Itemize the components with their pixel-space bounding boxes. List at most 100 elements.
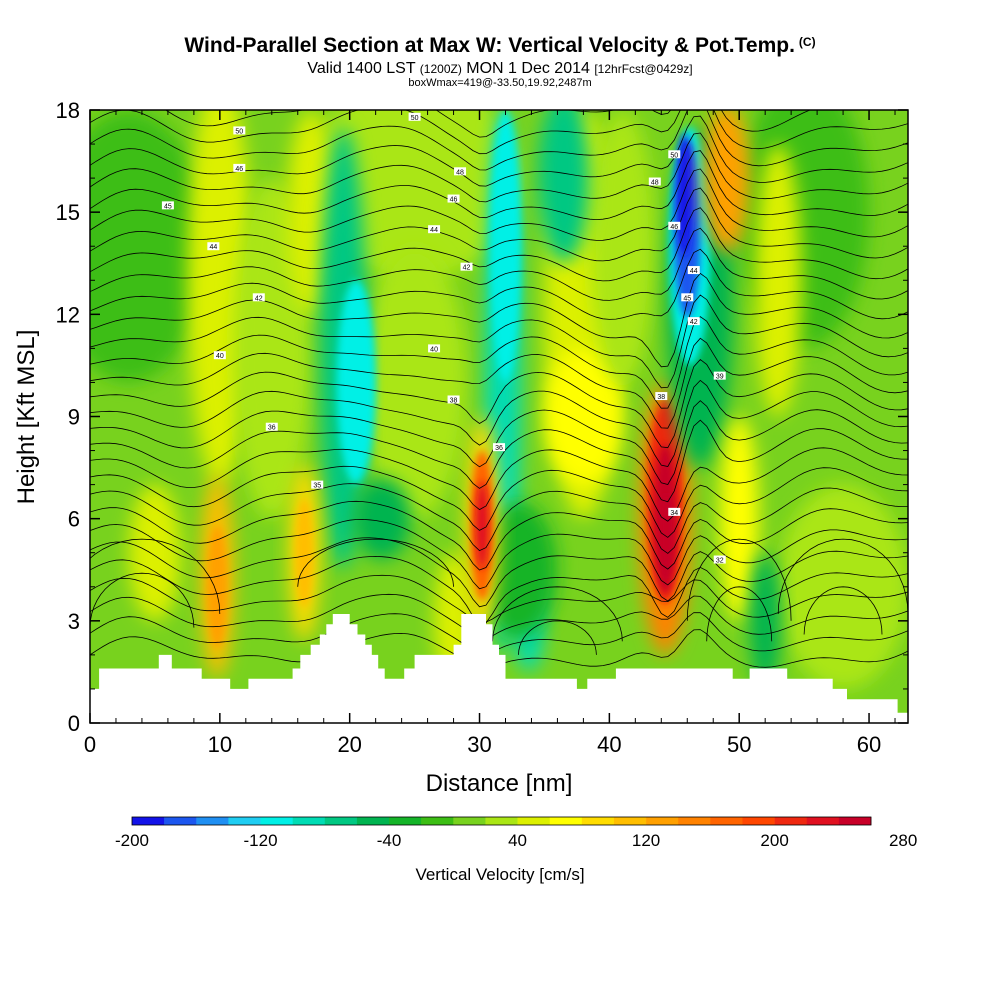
x-tick-label: 20 [337,732,361,757]
isentrope-label: 45 [681,293,694,302]
terrain-mask [90,614,908,723]
updraft-cell-38 [719,416,759,621]
isentrope-label-box [493,443,505,452]
updraft-cell-6 [362,246,467,519]
isentrope-label-text: 34 [670,510,678,517]
downdraft-cell-35 [676,133,693,257]
isentrope-label: 46 [233,163,246,173]
isentrope-label-text: 44 [430,227,438,234]
isentrope-label-box [668,150,681,159]
isentrope-line [90,110,908,171]
y-tick-label: 3 [68,609,80,634]
isentrope-line [90,447,908,522]
isentrope-label-box [454,167,467,176]
colorbar-swatch [517,817,550,825]
isentrope-label-text: 35 [313,483,321,490]
colorbar-swatch [742,817,775,825]
x-tick-label: 0 [84,732,96,757]
colorbar-label: Vertical Velocity [cm/s] [415,865,584,884]
colorbar-tick-label: 200 [760,831,788,850]
low-level-contour [777,538,908,615]
isentrope-label: 39 [713,371,726,381]
isentrope-line [90,294,908,389]
isentrope-label-text: 46 [450,197,458,204]
isentrope-label: 42 [252,293,265,302]
isentrope-label: 48 [648,177,661,187]
isentrope-label-text: 40 [430,346,438,353]
isentrope-label-text: 32 [716,558,724,565]
isentrope-label: 42 [460,262,473,272]
isentrope-label: 40 [213,351,226,360]
isentrope-line [90,168,908,241]
isentrope-line [90,248,908,320]
isentrope-label: 50 [668,150,681,159]
updraft-cell-22 [295,498,314,608]
isentrope-label-box [428,225,441,234]
isentrope-label-box [460,262,473,271]
isentrope-line [90,379,908,467]
isentrope-label-text: 50 [235,128,243,135]
isentrope-line [90,359,908,449]
isentrope-label-box [681,293,694,302]
x-tick-label: 30 [467,732,491,757]
isentrope-line [90,500,908,571]
y-tick-label: 6 [68,507,80,532]
isentrope-label-text: 42 [463,265,471,272]
colorbar-tick-label: 120 [632,831,660,850]
colorbar-swatch [613,817,647,825]
colorbar-swatch [806,817,840,825]
updraft-cell-9 [589,110,655,383]
isentrope-label: 50 [233,126,246,135]
colorbar-swatch [549,817,583,825]
colorbar-swatch [581,817,615,825]
isentrope-line [90,593,908,640]
downdraft-cell-0 [90,110,207,383]
isentrope-label-box [668,221,681,230]
x-tick-label: 50 [727,732,751,757]
isentrope-label-box [648,177,661,186]
colorbar-swatch [356,817,390,825]
isentrope-label-text: 38 [450,397,458,404]
isentrope-label-box [655,392,668,401]
isentrope-label-box [233,163,246,172]
isentrope-label: 46 [668,221,681,231]
colorbar: -200 -120 -40 40 120 200 280 [115,816,917,850]
isentrope-label-text: 45 [164,203,172,210]
isentrope-line [164,110,812,138]
updraft-cell-23 [128,484,181,621]
y-tick-label: 18 [56,98,80,123]
isentrope-label-text: 50 [670,152,678,159]
chart-subtitle: Valid 1400 LST (1200Z) MON 1 Dec 2014 [1… [0,60,1000,78]
chart-title: Wind-Parallel Section at Max W: Vertical… [184,34,816,57]
isentrope-label: 45 [161,201,174,210]
isentrope-contours [90,110,908,671]
isentrope-label-text: 44 [209,244,217,251]
low-level-contour [492,586,623,642]
colorbar-swatch [228,817,261,825]
isentrope-line [90,483,908,554]
colorbar-tick-label: -120 [244,831,278,850]
subtitle-utc: (1200Z) [419,62,462,76]
colorbar-swatch [132,817,165,825]
colorbar-swatch [260,817,293,825]
colorbar-swatch [389,817,422,825]
isentrope-label-box [428,344,441,353]
isentrope-label-text: 36 [495,445,503,452]
isentrope-line [90,150,908,221]
updraft-cell-28 [660,494,673,577]
isentrope-line [90,272,908,368]
colorbar-frame [131,816,872,826]
isentrope-label-text: 48 [456,169,464,176]
y-tick-label: 12 [56,302,80,327]
low-level-contour [90,572,195,628]
isentrope-line [90,187,908,262]
terrain [90,614,908,723]
colorbar-swatch [164,817,197,825]
isentrope-labels: 32 34 35 36 36 38 38 39 40 40 42 42 42 44 44 44 45 45 46 46… [161,112,726,565]
colorbar-tick-label: -40 [377,831,402,850]
x-axis-label: Distance [nm] [426,770,573,797]
y-axis-label: Height [Kft MSL] [13,330,40,505]
isentrope-label-box [213,351,226,360]
isentrope-label-box [161,201,174,210]
isentrope-label-text: 42 [255,295,263,302]
